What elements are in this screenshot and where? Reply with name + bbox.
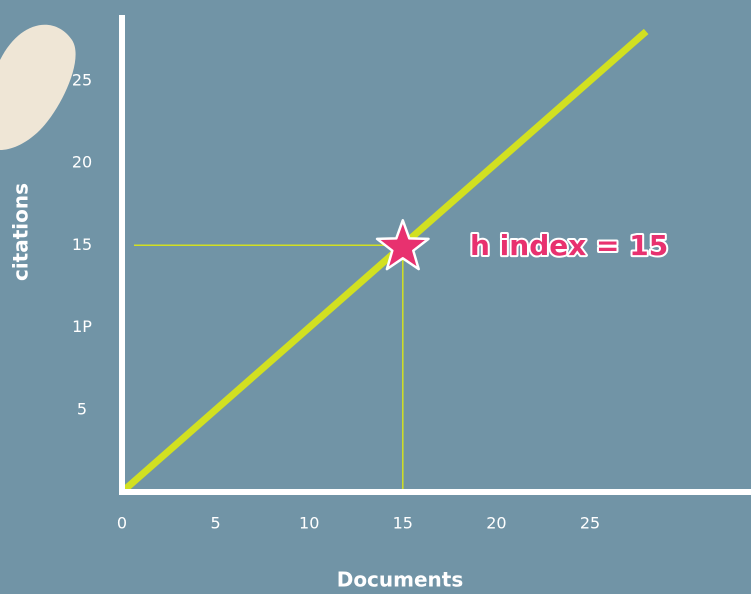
line-series — [119, 28, 649, 495]
x-tick-label: 5 — [211, 514, 221, 533]
annotation: h index = 15 — [470, 229, 668, 262]
y-tick-label: 20 — [72, 153, 92, 172]
y-axis-title: citations — [9, 183, 33, 281]
x-tick-label: 0 — [117, 514, 127, 533]
x-axis-title: Documents — [337, 568, 464, 592]
y-tick-label: 15 — [72, 235, 92, 254]
decoration — [0, 24, 76, 150]
x-tick-label: 10 — [299, 514, 319, 533]
y-tick-label: 25 — [72, 70, 92, 89]
y-tick-label: 1P — [72, 317, 92, 336]
y-tick-label: 5 — [77, 399, 87, 418]
x-tick-label: 25 — [580, 514, 600, 533]
h-index-star — [375, 219, 430, 271]
x-tick-label: 20 — [486, 514, 506, 533]
x-tick-label: 15 — [393, 514, 413, 533]
